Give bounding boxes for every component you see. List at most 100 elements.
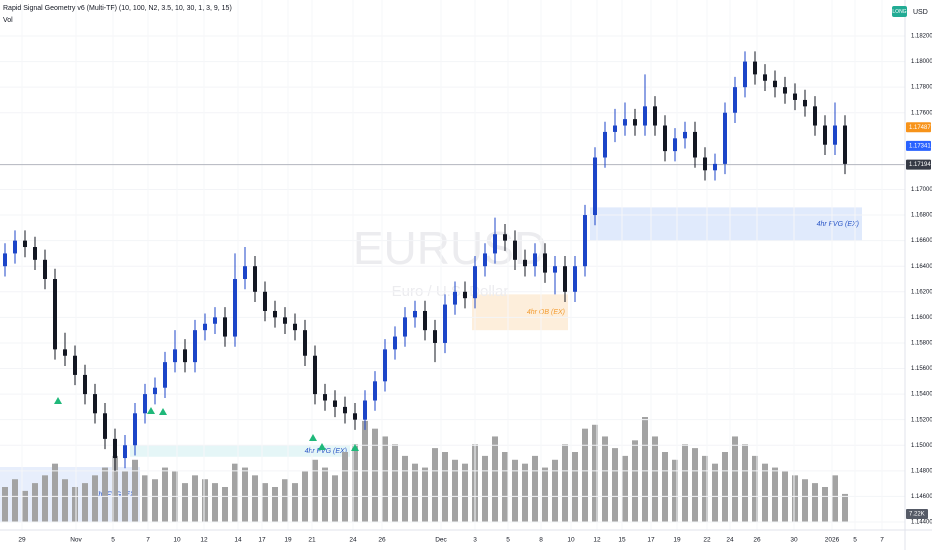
- x-tick-label: 2026: [825, 537, 840, 544]
- price-label: 1.17194: [909, 162, 931, 168]
- y-tick-label: 1.14400: [911, 520, 932, 526]
- candle-body: [733, 87, 737, 113]
- y-tick-label: 1.18200: [911, 34, 932, 40]
- candle-body: [173, 349, 177, 363]
- volume-bar: [262, 483, 268, 522]
- candle-body: [43, 259, 47, 279]
- volume-bar: [792, 475, 798, 522]
- volume-bar: [142, 475, 148, 522]
- candle-body: [243, 266, 247, 279]
- candle-body: [573, 266, 577, 292]
- candle-body: [743, 61, 747, 88]
- volume-bar: [592, 424, 598, 522]
- candle-body: [523, 259, 527, 267]
- candle-body: [683, 131, 687, 139]
- volume-bar: [412, 463, 418, 522]
- currency[interactable]: USD: [913, 9, 928, 16]
- volume-bar: [322, 467, 328, 522]
- volume-bar: [112, 455, 118, 522]
- volume-bar: [282, 479, 288, 522]
- volume-bar: [352, 444, 358, 522]
- price-label-bg: [906, 122, 931, 133]
- candle-body: [793, 93, 797, 100]
- volume-bar: [772, 467, 778, 522]
- y-tick-label: 1.16400: [911, 264, 932, 270]
- zone-label: 4hr OB (EX): [527, 309, 565, 316]
- y-tick-label: 1.17000: [911, 187, 932, 193]
- volume-label: 7.22K: [909, 512, 925, 518]
- volume-bar: [432, 448, 438, 522]
- candle-body: [113, 438, 117, 459]
- volume-bar: [202, 479, 208, 522]
- candle-body: [763, 74, 767, 81]
- volume-bar: [402, 455, 408, 522]
- volume-bar: [272, 487, 278, 522]
- y-tick-label: 1.16200: [911, 289, 932, 295]
- x-tick-label: Dec: [435, 537, 447, 544]
- volume-bar: [652, 436, 658, 522]
- y-tick-label: 1.15600: [911, 366, 932, 372]
- candle-body: [553, 266, 557, 273]
- x-tick-label: 10: [173, 537, 181, 544]
- candle-body: [813, 106, 817, 126]
- candle-body: [193, 330, 197, 363]
- indicator-title: Rapid Signal Geometry v6 (Multi-TF) (10,…: [3, 5, 232, 12]
- candle-body: [143, 394, 147, 414]
- y-tick-label: 1.15200: [911, 417, 932, 423]
- candle-body: [533, 253, 537, 267]
- candle-body: [593, 157, 597, 216]
- volume-bar: [132, 459, 138, 522]
- candle-body: [353, 413, 357, 420]
- y-tick-label: 1.15400: [911, 392, 932, 398]
- candle-body: [33, 247, 37, 260]
- candle-body: [293, 323, 297, 331]
- volume-bar: [12, 479, 18, 522]
- candle-body: [343, 406, 347, 414]
- volume-bar: [62, 479, 68, 522]
- candle-body: [603, 131, 607, 158]
- y-tick-label: 1.17600: [911, 110, 932, 116]
- price-label: 1.17341: [909, 143, 931, 149]
- x-tick-label: 3: [473, 537, 477, 544]
- volume-title: Vol: [3, 17, 13, 24]
- price-label: 1.17487: [909, 125, 931, 131]
- candle-body: [253, 266, 257, 292]
- volume-bar: [482, 455, 488, 522]
- candle-body: [643, 106, 647, 126]
- volume-bar: [312, 459, 318, 522]
- price-label-bg: [906, 159, 931, 170]
- candle-body: [373, 381, 377, 401]
- candle-body: [503, 234, 507, 241]
- candle-body: [623, 119, 627, 126]
- x-tick-label: 15: [618, 537, 626, 544]
- candle-body: [23, 240, 27, 248]
- candle-body: [563, 266, 567, 292]
- candle-body: [423, 310, 427, 331]
- zone: [472, 294, 568, 331]
- candle-body: [443, 304, 447, 343]
- volume-bar: [832, 475, 838, 522]
- volume-bar: [842, 493, 848, 522]
- volume-bar: [692, 448, 698, 522]
- candle-body: [773, 80, 777, 88]
- volume-bar: [552, 459, 558, 522]
- x-tick-label: 5: [506, 537, 510, 544]
- volume-bar: [52, 463, 58, 522]
- volume-bar: [22, 490, 28, 522]
- candle-body: [583, 215, 587, 267]
- volume-bar: [362, 420, 368, 522]
- volume-bar: [702, 455, 708, 522]
- candle-body: [283, 317, 287, 324]
- candle-body: [73, 355, 77, 375]
- signal-arrow: [309, 434, 317, 441]
- y-tick-label: 1.15800: [911, 341, 932, 347]
- x-tick-label: 5: [853, 537, 857, 544]
- y-tick-label: 1.15000: [911, 443, 932, 449]
- volume-bar: [42, 475, 48, 522]
- candle-body: [413, 310, 417, 318]
- candle-body: [383, 349, 387, 382]
- volume-bar: [242, 467, 248, 522]
- volume-bar: [532, 455, 538, 522]
- candle-body: [833, 125, 837, 145]
- candle-body: [473, 266, 477, 299]
